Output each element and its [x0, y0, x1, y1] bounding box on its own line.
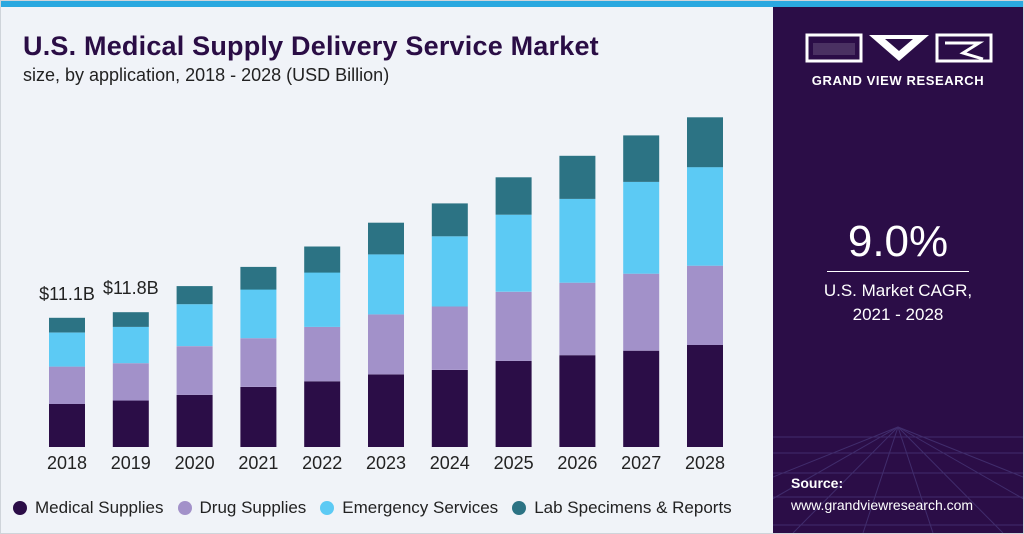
bar-segment-2-2020 — [176, 304, 213, 347]
bar-segment-0-2024 — [431, 370, 468, 447]
bar-segment-0-2023 — [368, 374, 404, 447]
cagr-value: 9.0% — [847, 217, 949, 266]
x-tick-label: 2018 — [47, 453, 87, 473]
stacked-bar-chart: 2018 2019 2020 2021 2022 2023 2024 2025 2026 2027… — [39, 117, 725, 473]
x-tick-label: 2023 — [366, 453, 406, 473]
bar-segment-0-2022 — [304, 381, 341, 447]
bar-segment-1-2028 — [687, 265, 723, 345]
legend-swatch-lab-specimens — [512, 501, 527, 515]
bar-segment-3-2025 — [495, 177, 532, 215]
bar-segment-1-2021 — [240, 338, 277, 387]
bar-segment-0-2025 — [495, 360, 532, 447]
x-tick-label: 2026 — [557, 453, 597, 473]
x-tick-label: 2028 — [685, 453, 725, 473]
perspective-grid-decoration — [773, 426, 1023, 533]
source-label: Source: — [791, 475, 844, 491]
sidebar-panel: GRAND VIEW RESEARCH 9.0% U.S. Market CAG… — [773, 7, 1023, 533]
cagr-label: U.S. Market CAGR, 2021 - 2028 — [773, 279, 1023, 327]
bar-segment-0-2018 — [49, 403, 85, 447]
x-tick-label: 2022 — [302, 453, 342, 473]
bar-segment-2-2028 — [687, 167, 723, 266]
source-url: www.grandviewresearch.com — [791, 497, 974, 513]
bar-segment-3-2020 — [176, 286, 213, 305]
bar-segment-1-2024 — [431, 306, 468, 370]
bar-segment-1-2018 — [49, 366, 85, 404]
chart-title: U.S. Medical Supply Delivery Service Mar… — [23, 31, 599, 61]
bar-segment-3-2023 — [368, 222, 404, 255]
chart-panel: 2018 2019 2020 2021 2022 2023 2024 2025 2026 2027… — [1, 7, 773, 533]
bar-segment-1-2023 — [368, 314, 404, 375]
bar-segment-1-2025 — [495, 291, 532, 361]
bar-segment-2-2025 — [495, 214, 532, 292]
legend-label: Medical Supplies — [35, 498, 164, 517]
bar-segment-1-2026 — [559, 282, 596, 356]
bar-segment-1-2019 — [112, 363, 149, 401]
x-tick-label: 2019 — [111, 453, 151, 473]
bar-segment-2-2023 — [368, 254, 404, 315]
bar-segment-3-2026 — [559, 155, 596, 199]
bar-segment-3-2028 — [687, 117, 723, 168]
bar-segment-2-2027 — [623, 181, 660, 274]
legend-label: Emergency Services — [342, 498, 499, 517]
bar-segment-1-2020 — [176, 346, 213, 395]
bar-segment-3-2021 — [240, 266, 277, 290]
x-tick-label: 2021 — [238, 453, 278, 473]
bar-segment-2-2024 — [431, 236, 468, 307]
top-accent-bar — [1, 1, 1023, 7]
legend-item-emergency-services: Emergency Services — [320, 498, 498, 518]
bar-segment-3-2018 — [49, 317, 85, 333]
grand-view-research-logo — [805, 33, 993, 63]
bar-segment-0-2019 — [112, 400, 149, 447]
bar-segment-0-2021 — [240, 387, 277, 447]
bar-segment-3-2024 — [431, 203, 468, 237]
bar-segment-0-2026 — [559, 355, 596, 447]
cagr-label-line1: U.S. Market CAGR, — [823, 281, 973, 300]
bar-segment-2-2026 — [559, 198, 596, 283]
legend-item-medical-supplies: Medical Supplies — [13, 498, 164, 518]
bar-segment-0-2028 — [687, 345, 723, 447]
legend-item-drug-supplies: Drug Supplies — [177, 498, 307, 518]
chart-subtitle: size, by application, 2018 - 2028 (USD B… — [23, 65, 390, 85]
legend-label: Lab Specimens & Reports — [534, 498, 732, 517]
bar-segment-1-2027 — [623, 273, 660, 351]
bar-segment-0-2027 — [623, 350, 660, 447]
chart-legend: Medical Supplies Drug Supplies Emergency… — [13, 498, 746, 518]
total-value-label: $11.8B — [103, 278, 159, 298]
legend-label: Drug Supplies — [199, 498, 307, 517]
legend-swatch-drug-supplies — [177, 501, 192, 515]
bar-segment-3-2019 — [112, 312, 149, 327]
bar-segment-2-2022 — [304, 272, 341, 327]
bar-segment-1-2022 — [304, 326, 341, 382]
bar-segment-2-2019 — [112, 326, 149, 364]
cagr-divider — [827, 271, 969, 272]
brand-name: GRAND VIEW RESEARCH — [811, 73, 985, 88]
bar-segment-3-2022 — [304, 246, 341, 273]
legend-item-lab-specimens: Lab Specimens & Reports — [512, 498, 732, 518]
legend-swatch-emergency-services — [320, 501, 335, 515]
x-tick-label: 2027 — [621, 453, 661, 473]
bar-segment-3-2027 — [623, 135, 660, 182]
bar-segment-2-2018 — [49, 332, 85, 367]
x-tick-label: 2020 — [175, 453, 215, 473]
bar-segment-2-2021 — [240, 289, 277, 339]
legend-swatch-medical-supplies — [13, 501, 27, 515]
cagr-label-line2: 2021 - 2028 — [852, 305, 944, 324]
x-tick-label: 2025 — [494, 453, 534, 473]
x-tick-label: 2024 — [430, 453, 470, 473]
bar-segment-0-2020 — [176, 394, 213, 447]
total-value-label: $11.1B — [39, 284, 95, 304]
